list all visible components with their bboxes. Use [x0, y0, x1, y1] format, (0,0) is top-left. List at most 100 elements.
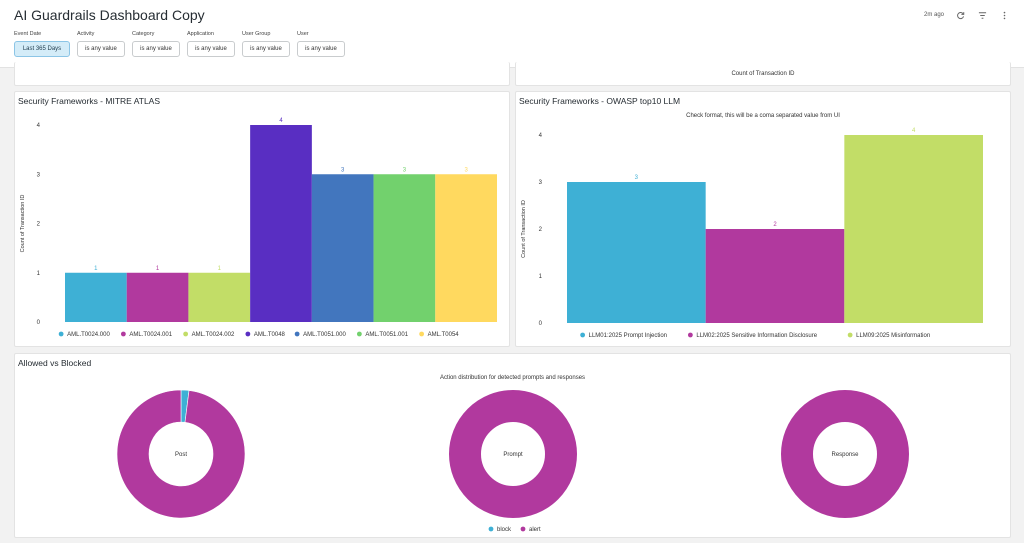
donut-chart: Post: [116, 389, 246, 519]
partial-tile-right: Count of Transaction ID: [515, 62, 1011, 86]
y-tick-label: 1: [539, 274, 543, 280]
donut-slice: [116, 389, 246, 519]
dashboard-title: AI Guardrails Dashboard Copy: [14, 7, 205, 23]
owasp-chart: 0 1 2 3 4 Count of Transaction ID 3 2 4 LLM01:202…: [521, 128, 983, 339]
legend-marker: [580, 332, 586, 338]
tile-title: Allowed vs Blocked: [18, 358, 92, 368]
bar-value-label: 4: [279, 118, 283, 124]
category-filter-button[interactable]: is any value: [132, 41, 180, 57]
filter-label: Event Date: [14, 31, 42, 37]
filter-bar: Event Date Last 365 Days Activity is any…: [14, 31, 345, 57]
legend-label: LLM09:2025 Misinformation: [856, 333, 930, 339]
bar-value-label: 2: [773, 222, 777, 228]
legend-label: block: [497, 527, 512, 533]
user-group-filter-button[interactable]: is any value: [242, 41, 290, 57]
legend-label: alert: [529, 527, 541, 533]
allowed-vs-blocked-tile: Allowed vs Blocked Action distribution f…: [14, 353, 1011, 538]
bar-value-label: 1: [156, 266, 160, 272]
donut-center-label: Prompt: [503, 452, 523, 458]
y-tick-label: 1: [37, 271, 41, 277]
y-tick-label: 4: [539, 133, 543, 139]
dashboard-header: AI Guardrails Dashboard Copy 2m ago Even…: [0, 0, 1024, 68]
mitre-atlas-tile: Security Frameworks - MITRE ATLAS 0 1 2 3 4 C…: [14, 91, 510, 347]
owasp-tile: Security Frameworks - OWASP top10 LLM Ch…: [515, 91, 1011, 347]
mitre-atlas-chart: 0 1 2 3 4 Count of Transaction ID 1 1 1 4 3 3 3 AML.T…: [20, 118, 497, 338]
refresh-icon[interactable]: [954, 9, 966, 21]
header-actions: 2m ago: [924, 9, 1010, 21]
filter-label: Application: [187, 31, 214, 37]
chart-subtitle: Action distribution for detected prompts…: [439, 375, 586, 381]
filter-category: Category is any value: [132, 31, 180, 57]
y-tick-label: 2: [539, 227, 543, 233]
legend-label: AML.T0024.002: [192, 332, 235, 338]
bar: [373, 174, 436, 322]
bar: [567, 182, 706, 323]
tile-title: Security Frameworks - MITRE ATLAS: [18, 96, 161, 106]
filter-activity: Activity is any value: [77, 31, 125, 57]
legend-marker: [520, 526, 526, 532]
legend-marker: [356, 331, 362, 337]
legend-marker: [488, 526, 494, 532]
donut-center-label: Response: [831, 452, 859, 458]
bar-value-label: 1: [218, 266, 222, 272]
legend-label: AML.T0054: [428, 332, 460, 338]
legend-marker: [120, 331, 126, 337]
y-tick-label: 2: [37, 222, 41, 228]
bar-value-label: 3: [635, 175, 639, 181]
bar: [705, 229, 845, 323]
bar-value-label: 4: [912, 128, 916, 134]
chart-subtitle: Check format, this will be a coma separa…: [686, 113, 840, 119]
y-tick-label: 0: [539, 321, 543, 327]
application-filter-button[interactable]: is any value: [187, 41, 235, 57]
filter-application: Application is any value: [187, 31, 235, 57]
filter-label: Category: [132, 31, 155, 37]
filter-label: User: [297, 31, 309, 37]
bar-value-label: 1: [94, 266, 98, 272]
donut-chart: Response: [781, 390, 909, 518]
more-vertical-icon[interactable]: [998, 9, 1010, 21]
y-tick-label: 3: [37, 172, 41, 178]
filter-icon[interactable]: [976, 9, 988, 21]
legend-marker: [58, 331, 64, 337]
legend-marker: [245, 331, 251, 337]
y-tick-label: 4: [37, 123, 41, 129]
donut-center-label: Post: [175, 452, 187, 458]
legend-marker: [847, 332, 853, 338]
partial-tile-left: [14, 62, 510, 86]
bar: [311, 174, 374, 322]
user-filter-button[interactable]: is any value: [297, 41, 345, 57]
legend-marker: [294, 331, 300, 337]
y-tick-label: 3: [539, 180, 543, 186]
donut-charts: Post Prompt Response block alert: [116, 389, 909, 533]
activity-filter-button[interactable]: is any value: [77, 41, 125, 57]
donut-slice: [781, 390, 909, 518]
legend-label: AML.T0048: [254, 332, 286, 338]
legend-label: LLM01:2025 Prompt Injection: [589, 333, 667, 339]
bar: [435, 174, 497, 322]
tile-title: Security Frameworks - OWASP top10 LLM: [519, 96, 681, 106]
legend-label: AML.T0051.000: [303, 332, 346, 338]
filter-user: User is any value: [297, 31, 345, 57]
y-axis-label: Count of Transaction ID: [521, 200, 527, 258]
bar: [250, 125, 312, 322]
event-date-filter-button[interactable]: Last 365 Days: [14, 41, 70, 57]
legend-marker: [419, 331, 425, 337]
legend-label: LLM02:2025 Sensitive Information Disclos…: [696, 333, 817, 339]
bar-value-label: 3: [341, 167, 345, 173]
bar: [188, 272, 251, 322]
y-axis-label: Count of Transaction ID: [20, 195, 26, 253]
filter-event-date: Event Date Last 365 Days: [14, 31, 70, 57]
axis-label: Count of Transaction ID: [731, 71, 795, 77]
filter-label: User Group: [242, 31, 271, 37]
bar: [844, 135, 983, 323]
bar: [126, 272, 189, 322]
bar: [65, 272, 127, 322]
filter-user-group: User Group is any value: [242, 31, 290, 57]
legend-label: AML.T0024.001: [129, 332, 172, 338]
legend-marker: [183, 331, 189, 337]
legend-label: AML.T0051.001: [365, 332, 408, 338]
y-tick-label: 0: [37, 320, 41, 326]
last-updated-text: 2m ago: [923, 12, 944, 18]
legend-marker: [687, 332, 693, 338]
filter-label: Activity: [77, 31, 95, 37]
